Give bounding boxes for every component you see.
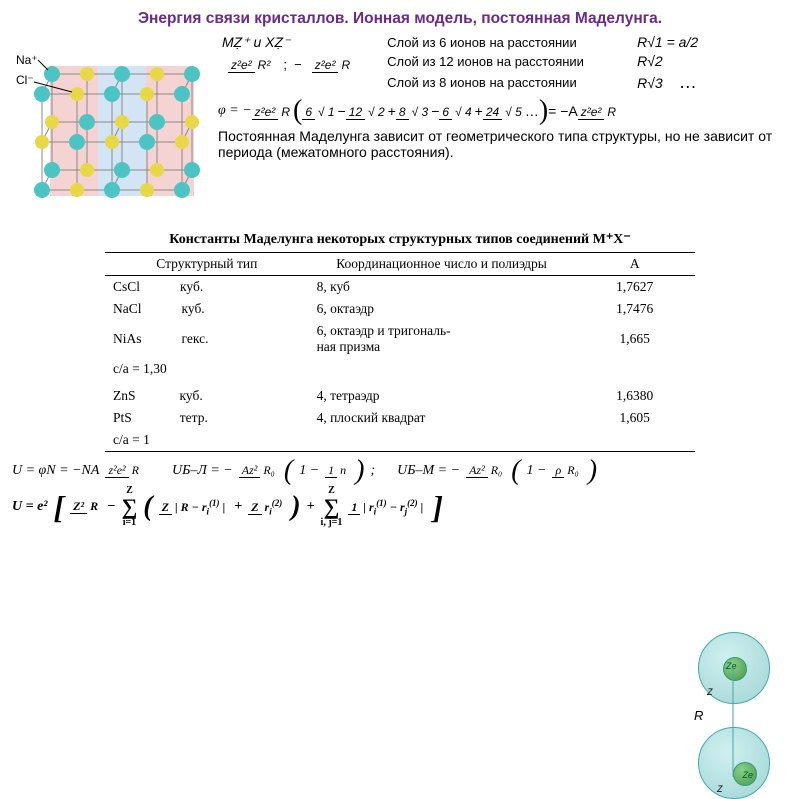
table-header: A — [574, 253, 695, 276]
madelung-table: Структурный тип Координационное число и … — [105, 252, 695, 452]
madelung-note: Постоянная Маделунга зависит от геометри… — [218, 128, 788, 160]
layer-eq: R√2 — [637, 53, 663, 69]
crystal-lattice-diagram: Na⁺ Cl⁻ — [12, 34, 212, 227]
page-title: Энергия связи кристаллов. Ионная модель,… — [12, 10, 788, 28]
table-title: Константы Маделунга некоторых структурны… — [12, 231, 788, 248]
svg-text:Cl⁻: Cl⁻ — [16, 73, 34, 87]
svg-text:Na⁺: Na⁺ — [16, 53, 38, 67]
coulomb-fractions: z²e²R² ; − z²e²R — [228, 57, 353, 72]
layer-eq: R√3 — [637, 75, 663, 91]
ion-symbols: MẒ⁺ и XẒ⁻ — [222, 34, 353, 51]
layer-list: Слой из 6 ионов на расстоянии R√1 = a/2 С… — [387, 34, 703, 96]
layer-text: Слой из 8 ионов на расстоянии — [387, 75, 627, 90]
table-header: Структурный тип — [105, 253, 309, 276]
two-atom-diagram: Ze Z R Ze Z — [698, 632, 770, 799]
madelung-series-formula: φ = − z²e²R ( 6√ 1 − 12√ 2 + 8√ 3 − 6√ 4… — [218, 100, 788, 122]
layer-text: Слой из 12 ионов на расстоянии — [387, 54, 627, 69]
layer-text: Слой из 6 ионов на расстоянии — [387, 35, 627, 50]
layer-eq: R√1 = a/2 — [637, 34, 698, 50]
table-header: Координационное число и полиэдры — [309, 253, 575, 276]
energy-formulas: U = φN = −NA z²e²R UБ–Л = − Az²R₀ ( 1 − … — [12, 460, 788, 528]
